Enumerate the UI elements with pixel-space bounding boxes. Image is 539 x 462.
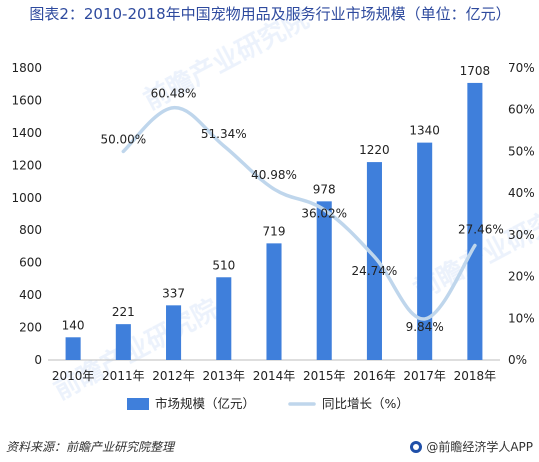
bar-value-label: 510 [212, 258, 235, 272]
growth-value-label: 50.00% [100, 132, 146, 146]
bar-2011年 [115, 324, 131, 360]
y-left-tick-label: 1200 [11, 158, 42, 172]
y-right-tick-label: 20% [508, 270, 535, 284]
bar-value-label: 1340 [409, 124, 440, 138]
x-tick-label: 2010年 [52, 369, 95, 383]
source-note: 资料来源：前瞻产业研究院整理 [6, 440, 175, 454]
bar-2014年 [266, 243, 282, 360]
bar-2015年 [316, 201, 332, 360]
y-left-tick-label: 200 [19, 321, 42, 335]
bar-series [65, 82, 483, 361]
bar-2016年 [366, 162, 382, 360]
growth-value-label: 51.34% [201, 127, 247, 141]
x-tick-label: 2011年 [102, 369, 145, 383]
bar-value-label: 221 [112, 305, 135, 319]
y-right-tick-label: 60% [508, 103, 535, 117]
y-left-tick-label: 1000 [11, 191, 42, 205]
x-tick-label: 2013年 [203, 369, 246, 383]
y-left-tick-label: 1400 [11, 126, 42, 140]
bar-2018年 [467, 82, 483, 361]
legend-bar-swatch [127, 398, 149, 410]
x-tick-label: 2012年 [152, 369, 195, 383]
y-right-tick-label: 30% [508, 228, 535, 242]
chart-title: 图表2：2010-2018年中国宠物用品及服务行业市场规模（单位：亿元） [29, 5, 511, 23]
brand-credit: @前瞻经济学人APP [410, 438, 533, 455]
line-series [121, 105, 477, 321]
y-right-tick-label: 0% [508, 353, 527, 367]
y-right-tick-label: 40% [508, 186, 535, 200]
brand-logo-icon [410, 440, 423, 453]
x-tick-label: 2016年 [353, 369, 396, 383]
legend-bar-label: 市场规模（亿元） [155, 396, 255, 411]
y-left-tick-label: 1600 [11, 93, 42, 107]
y-right-tick-label: 70% [508, 61, 535, 75]
bar-2012年 [166, 305, 182, 360]
bar-2017年 [417, 142, 433, 360]
growth-value-label: 36.02% [301, 207, 347, 221]
y-right-tick-label: 50% [508, 144, 535, 158]
y-right-tick-label: 10% [508, 311, 535, 325]
bar-value-label: 978 [313, 182, 336, 196]
growth-value-label: 9.84% [406, 320, 444, 334]
legend: 市场规模（亿元） 同比增长（%） [127, 396, 409, 411]
bar-value-label: 337 [162, 286, 185, 300]
brand-text: @前瞻经济学人APP [426, 440, 533, 454]
y-left-tick-label: 600 [19, 256, 42, 270]
y-axis-left: 0 200 400 600 800 1000 1200 1400 1600 1800 [11, 61, 42, 367]
x-tick-label: 2014年 [253, 369, 296, 383]
legend-line-label: 同比增长（%） [322, 396, 409, 411]
y-left-tick-label: 1800 [11, 61, 42, 75]
growth-value-label: 40.98% [251, 168, 297, 182]
x-tick-label: 2018年 [454, 369, 497, 383]
bar-value-label: 1220 [359, 143, 390, 157]
data-labels: 140 221 337 510 719 978 1220 1340 1708 50.00% 60.4… [62, 64, 504, 334]
bar-2013年 [216, 277, 232, 360]
y-left-tick-label: 800 [19, 223, 42, 237]
growth-value-label: 27.46% [458, 222, 504, 236]
x-tick-label: 2017年 [403, 369, 446, 383]
bar-value-label: 719 [263, 224, 286, 238]
x-tick-label: 2015年 [303, 369, 346, 383]
growth-value-label: 60.48% [151, 87, 197, 101]
bar-value-label: 140 [62, 318, 85, 332]
y-left-tick-label: 400 [19, 288, 42, 302]
y-left-tick-label: 0 [34, 353, 42, 367]
y-axis-right: 0% 10% 20% 30% 40% 50% 60% 70% [508, 61, 535, 367]
bar-2010年 [65, 337, 81, 360]
bar-value-label: 1708 [460, 64, 491, 78]
growth-line [121, 105, 477, 321]
growth-value-label: 24.74% [352, 264, 398, 278]
